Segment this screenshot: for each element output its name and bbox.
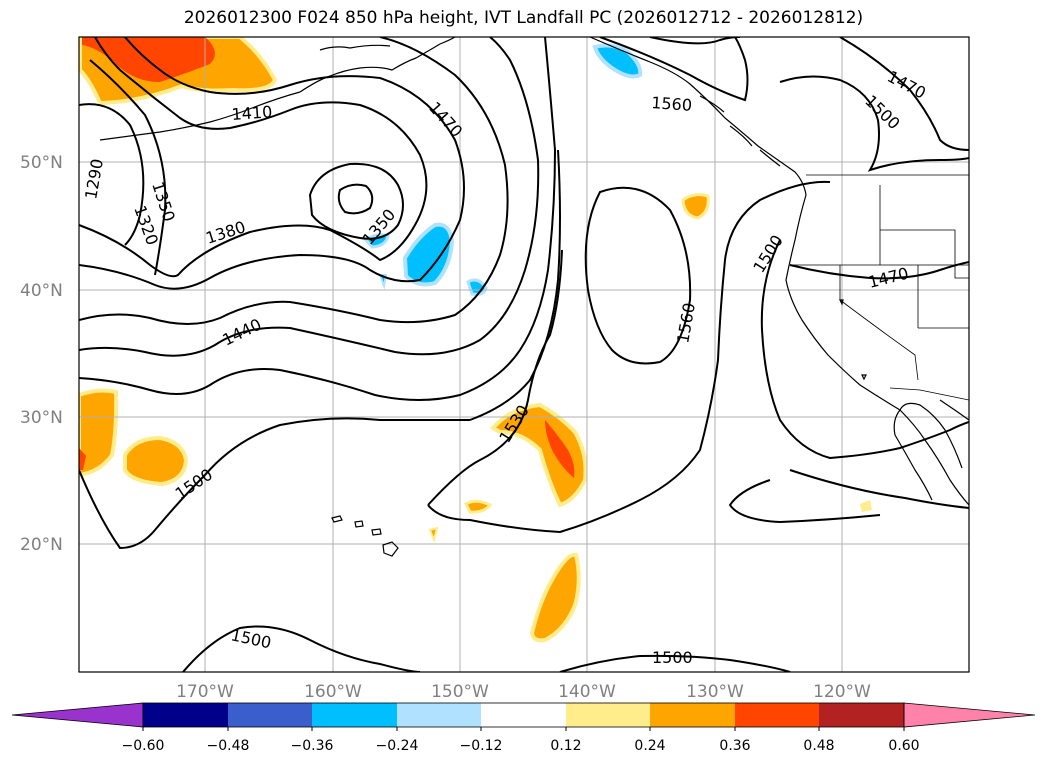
lat-label: 30°N bbox=[20, 408, 63, 428]
lat-axis: 50°N 40°N 30°N 20°N bbox=[20, 153, 63, 555]
graticule bbox=[79, 37, 969, 672]
ivt-orange-patch-1 bbox=[681, 193, 710, 220]
ivt-orange-patch-3 bbox=[428, 526, 439, 544]
colorbar-extend-min bbox=[11, 702, 144, 728]
map-frame bbox=[78, 36, 970, 673]
lon-label: 170°W bbox=[176, 682, 234, 702]
ivt-yellow-patch bbox=[860, 500, 872, 512]
colorbar-tick-label: −0.24 bbox=[376, 738, 419, 754]
lat-label: 50°N bbox=[20, 153, 63, 173]
contour-label: 1560 bbox=[651, 93, 693, 115]
colorbar-bin bbox=[819, 703, 904, 727]
ivt-central-blue bbox=[402, 222, 455, 287]
colorbar-bin bbox=[650, 703, 735, 727]
borders bbox=[790, 174, 969, 401]
ivt-west-orange-2 bbox=[123, 435, 189, 487]
colorbar-bin bbox=[566, 703, 650, 727]
ivt-subtropical-red bbox=[545, 420, 575, 478]
lon-axis: 170°W 160°W 150°W 140°W 130°W 120°W bbox=[176, 682, 871, 702]
ivt-south-orange bbox=[529, 552, 581, 643]
colorbar-bin bbox=[481, 703, 566, 727]
coastlines bbox=[99, 37, 969, 557]
contour-1350-ring bbox=[308, 162, 404, 240]
contour-label: 1410 bbox=[231, 102, 273, 124]
colorbar-bin bbox=[397, 703, 481, 727]
lon-label: 140°W bbox=[558, 682, 616, 702]
lat-label: 40°N bbox=[20, 281, 63, 301]
map-title: 2026012300 F024 850 hPa height, IVT Land… bbox=[183, 8, 864, 28]
lon-label: 160°W bbox=[304, 682, 362, 702]
colorbar-tick-label: 0.36 bbox=[719, 738, 750, 754]
map-panel bbox=[79, 37, 969, 672]
colorbar-tick-label: −0.36 bbox=[291, 738, 334, 754]
colorbar-tick-label: −0.60 bbox=[122, 738, 165, 754]
colorbar-bin bbox=[143, 703, 228, 727]
ivt-west-orange bbox=[79, 388, 119, 478]
colorbar-tick-label: 0.60 bbox=[888, 738, 919, 754]
ivt-west-red bbox=[79, 448, 86, 470]
colorbar: −0.60 −0.48 −0.36 −0.24 −0.12 0.12 0.24 … bbox=[11, 702, 1036, 754]
height-contours bbox=[79, 37, 969, 672]
colorbar-tick-label: −0.12 bbox=[460, 738, 503, 754]
lat-label: 20°N bbox=[20, 535, 63, 555]
colorbar-bin bbox=[228, 703, 312, 727]
colorbar-tick-label: −0.48 bbox=[207, 738, 250, 754]
colorbar-bin bbox=[735, 703, 819, 727]
contour-1500-south bbox=[79, 417, 470, 550]
colorbar-extend-max bbox=[903, 702, 1036, 728]
lon-label: 130°W bbox=[686, 682, 744, 702]
colorbar-tick-label: 0.12 bbox=[550, 738, 581, 754]
lon-label: 150°W bbox=[431, 682, 489, 702]
ivt-orange-patch-2 bbox=[464, 499, 493, 514]
contour-1560-loop bbox=[584, 186, 692, 365]
colorbar-tick-label: 0.24 bbox=[634, 738, 665, 754]
lon-label: 120°W bbox=[813, 682, 871, 702]
contour-label: 1500 bbox=[652, 648, 693, 667]
colorbar-tick-label: 0.48 bbox=[803, 738, 834, 754]
contour-low-center bbox=[337, 183, 374, 215]
colorbar-bin bbox=[312, 703, 397, 727]
